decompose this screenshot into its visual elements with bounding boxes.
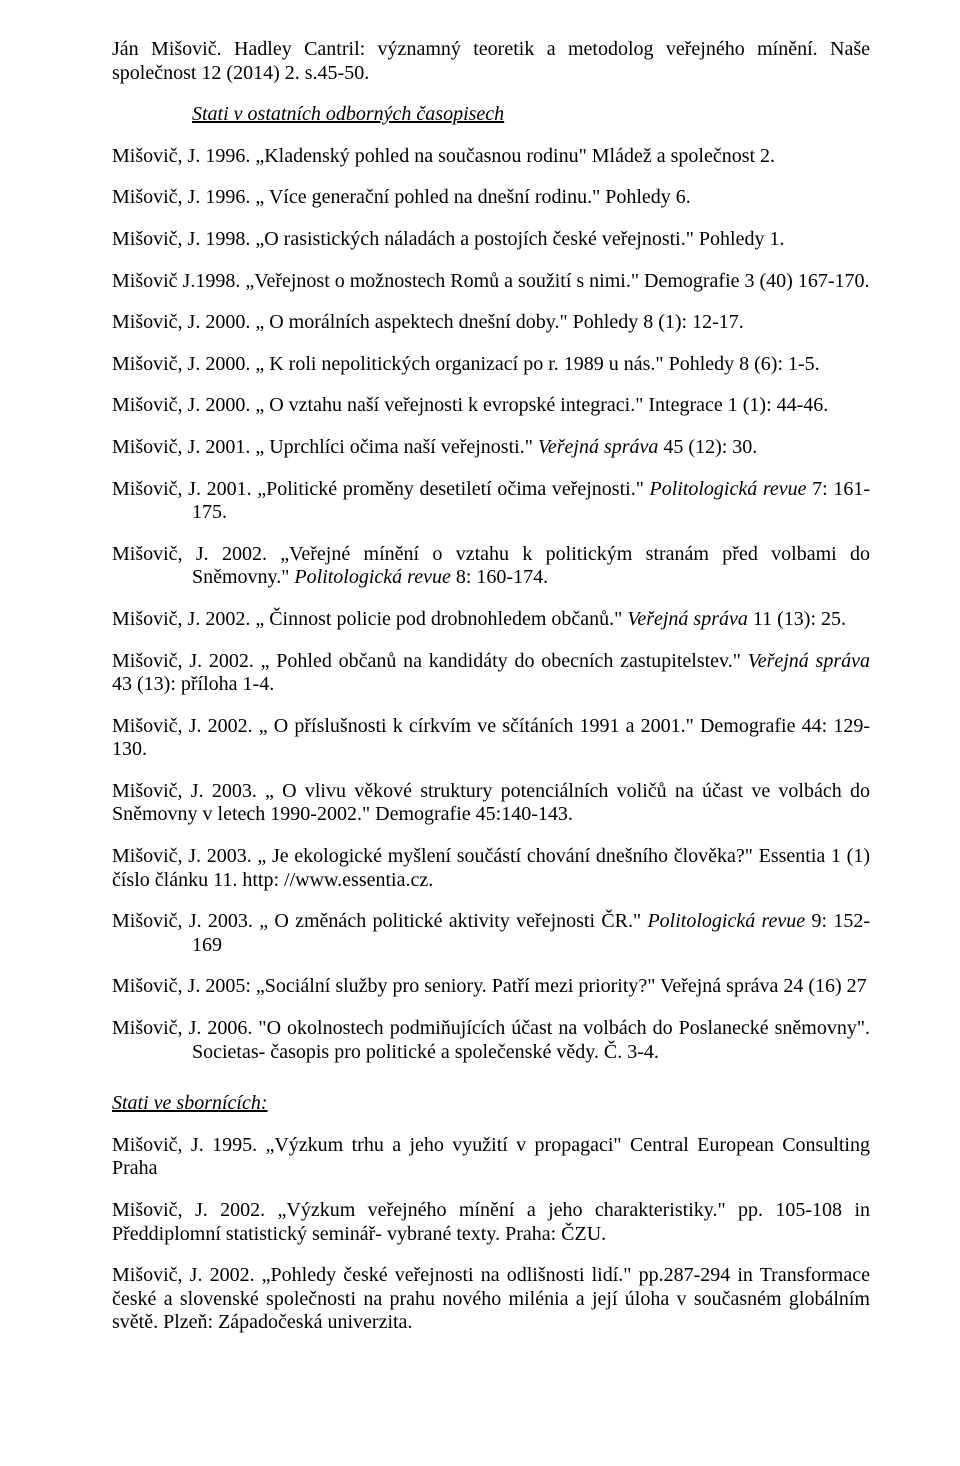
section-heading: Stati v ostatních odborných časopisech (112, 103, 870, 127)
text: Ján Mišovič. Hadley Cantril: významný te… (112, 38, 870, 84)
journal-name: Veřejná správa (627, 608, 748, 630)
reference-entry: Mišovič, J. 2003. „ O vlivu věkové struk… (112, 780, 870, 827)
reference-entry: Mišovič, J. 2001. „ Uprchlíci očima naší… (112, 436, 870, 460)
reference-entry: Mišovič, J. 2003. „ Je ekologické myšlen… (112, 845, 870, 892)
journal-name: Veřejná správa (538, 436, 659, 458)
reference-entry: Mišovič, J. 2000. „ O morálních aspektec… (112, 311, 870, 335)
reference-entry: Ján Mišovič. Hadley Cantril: významný te… (112, 38, 870, 85)
document-page: Ján Mišovič. Hadley Cantril: významný te… (0, 0, 960, 1466)
reference-entry: Mišovič, J. 2002. „Výzkum veřejného míně… (112, 1199, 870, 1246)
text: Mišovič, J. 2002. „ Pohled občanů na kan… (112, 650, 748, 672)
text: Mišovič, J. 2003. „ O změnách politické … (112, 910, 647, 932)
reference-entry: Mišovič, J. 2002. „ O příslušnosti k cír… (112, 715, 870, 762)
reference-entry: Mišovič, J. 1998. „O rasistických náladá… (112, 228, 870, 252)
reference-entry: Mišovič, J. 2000. „ O vztahu naší veřejn… (112, 394, 870, 418)
reference-entry: Mišovič, J. 2005: „Sociální služby pro s… (112, 975, 870, 999)
journal-name: Politologická revue (647, 910, 805, 932)
journal-name: Politologická revue (649, 478, 806, 500)
text: Mišovič, J. 2001. „ Uprchlíci očima naší… (112, 436, 538, 458)
reference-entry: Mišovič, J. 2002. „ Pohled občanů na kan… (112, 650, 870, 697)
text: Mišovič, J. 2002. „ Činnost policie pod … (112, 608, 627, 630)
text: Mišovič, J. 2001. „Politické proměny des… (112, 478, 649, 500)
text: 43 (13): příloha 1-4. (112, 673, 274, 695)
reference-entry: Mišovič, J. 2006. "O okolnostech podmiňu… (112, 1017, 870, 1064)
text: 11 (13): 25. (748, 608, 846, 630)
text: 45 (12): 30. (658, 436, 757, 458)
reference-entry: Mišovič J.1998. „Veřejnost o možnostech … (112, 270, 870, 294)
reference-entry: Mišovič, J. 2000. „ K roli nepolitických… (112, 353, 870, 377)
journal-name: Politologická revue (294, 566, 450, 588)
journal-name: Veřejná správa (748, 650, 870, 672)
reference-entry: Mišovič, J. 2002. „ Činnost policie pod … (112, 608, 870, 632)
reference-entry: Mišovič, J. 2002. „Pohledy české veřejno… (112, 1264, 870, 1335)
reference-entry: Mišovič, J. 2002. „Veřejné mínění o vzta… (112, 543, 870, 590)
section-heading: Stati ve sbornících: (112, 1092, 870, 1116)
reference-entry: Mišovič, J. 1996. „ Více generační pohle… (112, 186, 870, 210)
reference-entry: Mišovič, J. 2003. „ O změnách politické … (112, 910, 870, 957)
reference-entry: Mišovič, J. 2001. „Politické proměny des… (112, 478, 870, 525)
reference-entry: Mišovič, J. 1996. „Kladenský pohled na s… (112, 145, 870, 169)
text: 8: 160-174. (451, 566, 548, 588)
reference-entry: Mišovič, J. 1995. „Výzkum trhu a jeho vy… (112, 1134, 870, 1181)
